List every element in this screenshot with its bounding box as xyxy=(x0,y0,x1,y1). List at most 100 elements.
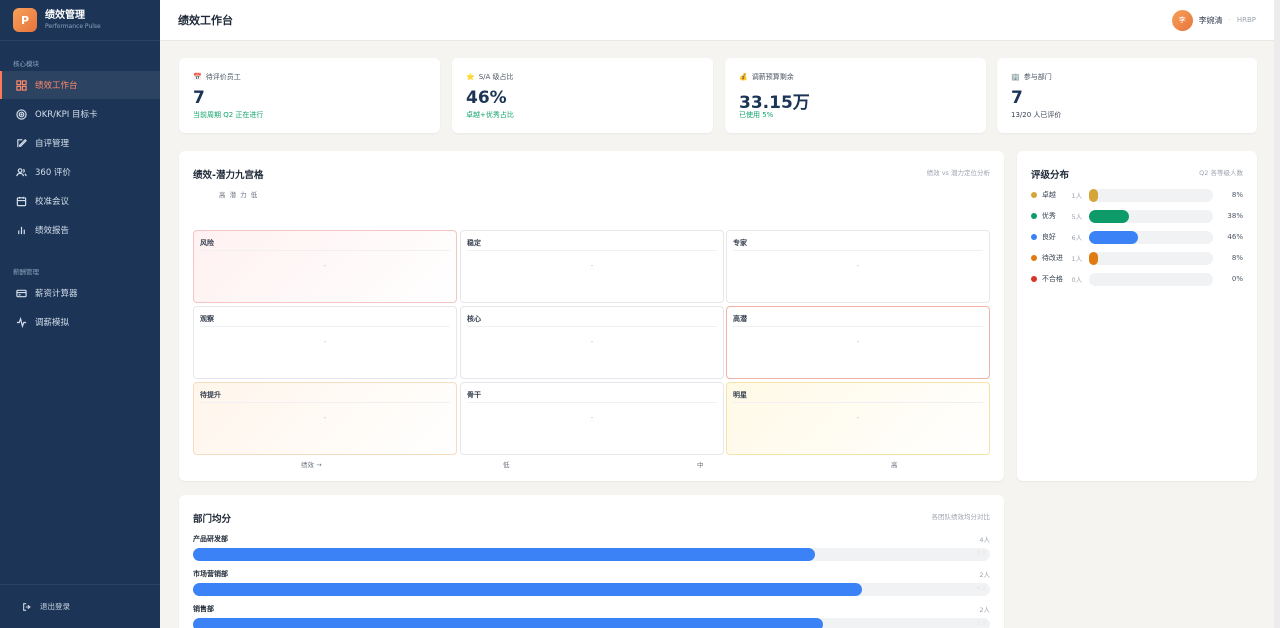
rating-dot xyxy=(1031,255,1037,261)
stat-sub: 卓越+优秀占比 xyxy=(466,111,514,119)
page-scrollbar[interactable] xyxy=(1274,0,1280,628)
stat-sub: 已使用 5% xyxy=(739,111,774,119)
user-separator: · xyxy=(1228,16,1231,24)
stat-card-pending: 📅 待评价员工 7 当前周期 Q2 正在进行 xyxy=(179,58,440,133)
rating-label: 良好 xyxy=(1041,233,1056,241)
logout-icon xyxy=(23,602,31,611)
x-axis-label: 绩效 → xyxy=(301,461,322,469)
cell-empty: - xyxy=(323,338,327,346)
stat-label: 参与部门 xyxy=(1023,73,1052,81)
ninebox-cell-to-improve[interactable]: 待提升 - xyxy=(193,382,457,455)
sidebar-item-label: 薪资计算器 xyxy=(35,289,78,299)
rating-row: 卓越 1人 8% xyxy=(1031,188,1243,202)
cell-empty: - xyxy=(590,262,594,270)
dept-score: 3.9 xyxy=(976,550,986,557)
x-axis-high: 高 xyxy=(891,461,898,469)
user-name: 李婉清 xyxy=(1198,15,1223,25)
rating-row: 待改进 1人 8% xyxy=(1031,251,1243,265)
x-axis-mid: 中 xyxy=(697,461,704,469)
rating-label: 不合格 xyxy=(1041,275,1063,283)
user-menu[interactable]: 李 李婉清 · HRBP xyxy=(1171,9,1256,31)
stat-label: 待评价员工 xyxy=(205,73,241,81)
rating-pct: 0% xyxy=(1231,275,1243,283)
dept-bar-fill xyxy=(193,548,815,561)
dept-title: 部门均分 xyxy=(193,514,232,525)
logout-button[interactable]: 退出登录 xyxy=(0,584,160,628)
cell-title: 观察 xyxy=(200,315,214,323)
cell-title: 稳定 xyxy=(467,239,481,247)
divider xyxy=(200,402,450,403)
sidebar-item-dashboard[interactable]: 绩效工作台 xyxy=(0,71,160,99)
rating-dot xyxy=(1031,213,1037,219)
cell-title: 骨干 xyxy=(467,391,481,399)
sidebar-item-okr[interactable]: OKR/KPI 目标卡 xyxy=(0,100,160,128)
rating-note: Q2 各等级人数 xyxy=(1199,169,1243,177)
rating-row: 良好 6人 46% xyxy=(1031,230,1243,244)
money-bag-icon: 💰 xyxy=(739,73,748,81)
stat-label: 调薪预算剩余 xyxy=(751,73,794,81)
cell-title: 专家 xyxy=(733,239,747,247)
rating-dot xyxy=(1031,192,1037,198)
users-icon xyxy=(16,167,27,176)
rating-label: 卓越 xyxy=(1041,191,1056,199)
rating-count: 1人 xyxy=(1071,255,1083,263)
dept-bar-track: 3.9 xyxy=(193,618,990,628)
user-role: HRBP xyxy=(1236,16,1256,24)
brand-logo: P xyxy=(13,8,37,32)
cell-empty: - xyxy=(590,414,594,422)
sidebar-item-label: 校准会议 xyxy=(35,197,70,207)
sidebar-item-label: 自评管理 xyxy=(35,139,70,149)
sidebar-item-raise-sim[interactable]: 调薪模拟 xyxy=(0,308,160,336)
divider xyxy=(733,402,983,403)
stat-card-budget: 💰 调薪预算剩余 33.15万 已使用 5% xyxy=(725,58,986,133)
divider xyxy=(733,326,983,327)
ninebox-cell-stable[interactable]: 稳定 - xyxy=(460,230,724,303)
sidebar-item-calibration[interactable]: 校准会议 xyxy=(0,187,160,215)
sidebar-item-360[interactable]: 360 评价 xyxy=(0,158,160,186)
rating-row: 优秀 5人 38% xyxy=(1031,209,1243,223)
dept-score: 3.9 xyxy=(976,620,986,627)
dept-name: 市场营销部 xyxy=(193,570,228,578)
logout-label: 退出登录 xyxy=(40,602,70,611)
dept-score: 4.2 xyxy=(976,585,986,592)
cell-empty: - xyxy=(323,414,327,422)
stat-value: 33.15万 xyxy=(739,93,810,113)
ninebox-cell-expert[interactable]: 专家 - xyxy=(726,230,990,303)
nav-section-pay: 薪酬管理 xyxy=(13,268,39,276)
sidebar-item-self-review[interactable]: 自评管理 xyxy=(0,129,160,157)
ninebox-cell-observe[interactable]: 观察 - xyxy=(193,306,457,379)
stat-value: 46% xyxy=(466,88,507,108)
stat-value: 7 xyxy=(193,88,205,108)
rating-count: 5人 xyxy=(1071,213,1083,221)
rating-bar-track xyxy=(1089,272,1214,286)
rating-bar-fill xyxy=(1089,209,1130,223)
potential-axis-label: 高 潜 力 低 xyxy=(219,191,259,199)
ninebox-cell-backbone[interactable]: 骨干 - xyxy=(460,382,724,455)
ninebox-title: 绩效-潜力九宫格 xyxy=(193,170,264,181)
sidebar: P 绩效管理 Performance Pulse 核心模块 绩效工作台 OKR/… xyxy=(0,0,160,628)
divider xyxy=(733,250,983,251)
sidebar-item-label: 绩效工作台 xyxy=(35,81,78,91)
rating-pct: 38% xyxy=(1227,212,1243,220)
cell-empty: - xyxy=(856,414,860,422)
rating-card: 评级分布 Q2 各等级人数 卓越 1人 8% 优秀 5人 38% 良好 6人 46% 待改进 1人 8… xyxy=(1017,151,1257,481)
grid-icon xyxy=(16,79,27,91)
topbar: 绩效工作台 李 李婉清 · HRBP xyxy=(160,0,1274,41)
dept-note: 各团队绩效均分对比 xyxy=(931,513,991,521)
sidebar-item-salary-calculator[interactable]: 薪资计算器 xyxy=(0,279,160,307)
dept-bar-fill xyxy=(193,618,823,628)
cell-empty: - xyxy=(323,262,327,270)
ninebox-cell-star[interactable]: 明星 - xyxy=(726,382,990,455)
sidebar-item-report[interactable]: 绩效报告 xyxy=(0,216,160,244)
ninebox-cell-risk[interactable]: 风险 - xyxy=(193,230,457,303)
rating-dot xyxy=(1031,234,1037,240)
ninebox-cell-high-potential[interactable]: 高潜 - xyxy=(726,306,990,379)
ninebox-cell-core[interactable]: 核心 - xyxy=(460,306,724,379)
star-icon: ⭐ xyxy=(466,73,475,81)
cell-title: 待提升 xyxy=(200,391,221,399)
calendar-emoji-icon: 📅 xyxy=(193,73,202,81)
stat-value: 7 xyxy=(1011,88,1023,108)
card-icon xyxy=(16,289,27,297)
sidebar-item-label: 绩效报告 xyxy=(35,226,70,236)
edit-icon xyxy=(17,138,27,147)
